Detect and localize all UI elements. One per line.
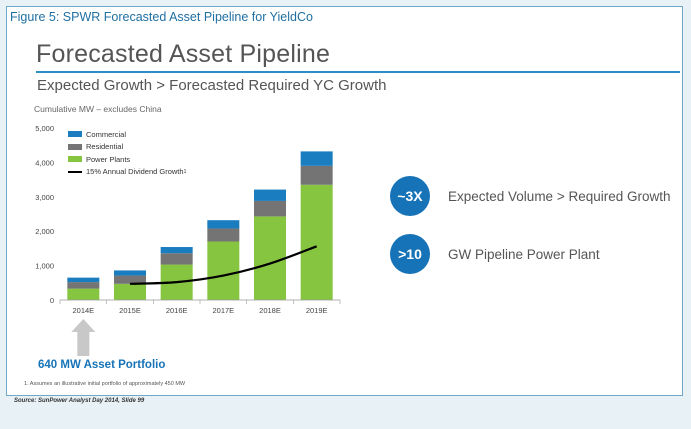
callout-volume: ~3X Expected Volume > Required Growth bbox=[390, 176, 671, 216]
legend-footnote-marker: 1 bbox=[183, 168, 187, 175]
legend-swatch-power-plants bbox=[68, 156, 82, 163]
figure-caption: Figure 5: SPWR Forecasted Asset Pipeline… bbox=[10, 10, 313, 24]
bar-residential bbox=[254, 200, 286, 217]
bar-commercial bbox=[67, 277, 100, 283]
callout-pipeline: >10 GW Pipeline Power Plant bbox=[390, 234, 600, 274]
legend-label-commercial: Commercial bbox=[86, 129, 127, 139]
callout-text-volume: Expected Volume > Required Growth bbox=[448, 188, 671, 204]
slide-panel bbox=[12, 27, 678, 392]
x-tick-label: 2016E bbox=[166, 306, 188, 315]
portfolio-arrow-icon bbox=[71, 319, 96, 356]
x-tick-label: 2017E bbox=[212, 306, 234, 315]
callout-badge-pipeline: >10 bbox=[390, 234, 430, 274]
legend-item-dividend-growth: 15% Annual Dividend Growth 1 bbox=[68, 166, 186, 179]
chart-legend: Commercial Residential Power Plants 15% … bbox=[68, 128, 186, 178]
bar-commercial bbox=[160, 247, 193, 254]
bar-power-plants bbox=[300, 184, 333, 300]
footnote: 1. Assumes an illustrative initial portf… bbox=[24, 381, 186, 387]
bar-residential bbox=[114, 275, 146, 284]
bar-power-plants bbox=[67, 288, 100, 300]
x-tick-label: 2014E bbox=[72, 306, 94, 315]
legend-label-dividend-growth: 15% Annual Dividend Growth bbox=[86, 167, 184, 177]
chart-unit-note: Cumulative MW – excludes China bbox=[34, 104, 162, 114]
bar-commercial bbox=[254, 189, 286, 201]
y-tick-label: 5,000 bbox=[35, 124, 54, 133]
bar-power-plants bbox=[207, 241, 240, 300]
dividend-growth-line bbox=[129, 245, 318, 285]
title-rule bbox=[36, 71, 680, 73]
y-tick-label: 1,000 bbox=[35, 262, 54, 271]
portfolio-label: 640 MW Asset Portfolio bbox=[38, 359, 166, 371]
legend-label-power-plants: Power Plants bbox=[86, 154, 131, 164]
legend-item-power-plants: Power Plants bbox=[68, 153, 186, 166]
legend-label-residential: Residential bbox=[86, 142, 124, 152]
bar-residential bbox=[300, 165, 333, 185]
bottom-rule bbox=[6, 395, 681, 396]
slide-title: Forecasted Asset Pipeline bbox=[36, 40, 331, 68]
y-tick-label: 2,000 bbox=[35, 227, 54, 236]
callout-text-pipeline: GW Pipeline Power Plant bbox=[448, 246, 600, 262]
bars-group bbox=[67, 151, 333, 300]
y-axis: 0 1,000 2,000 3,000 4,000 5,000 bbox=[35, 124, 54, 305]
x-tick-label: 2015E bbox=[119, 306, 141, 315]
arrow-layer bbox=[71, 319, 96, 356]
source-note: Source: SunPower Analyst Day 2014, Slide… bbox=[14, 398, 145, 404]
bar-commercial bbox=[300, 151, 333, 166]
bar-commercial bbox=[114, 270, 146, 276]
legend-swatch-residential bbox=[68, 143, 82, 150]
callout-badge-volume: ~3X bbox=[390, 176, 430, 216]
bar-residential bbox=[160, 253, 193, 265]
x-tick-label: 2019E bbox=[306, 306, 328, 315]
x-axis: 2014E 2015E 2016E 2017E 2018E 2019E bbox=[59, 299, 341, 315]
line-layer bbox=[129, 245, 318, 285]
legend-swatch-commercial bbox=[68, 131, 82, 138]
bar-residential bbox=[67, 282, 100, 289]
legend-item-residential: Residential bbox=[68, 141, 186, 154]
legend-swatch-dividend-growth bbox=[68, 170, 82, 173]
legend-item-commercial: Commercial bbox=[68, 128, 186, 141]
bar-commercial bbox=[207, 220, 240, 229]
y-tick-label: 3,000 bbox=[35, 193, 54, 202]
slide-subtitle: Expected Growth > Forecasted Required YC… bbox=[37, 77, 387, 94]
bar-residential bbox=[207, 228, 240, 242]
bar-power-plants bbox=[254, 216, 286, 300]
bar-power-plants bbox=[114, 283, 146, 300]
x-tick-label: 2018E bbox=[259, 306, 281, 315]
y-tick-label: 4,000 bbox=[35, 158, 54, 167]
y-tick-label: 0 bbox=[50, 296, 54, 305]
